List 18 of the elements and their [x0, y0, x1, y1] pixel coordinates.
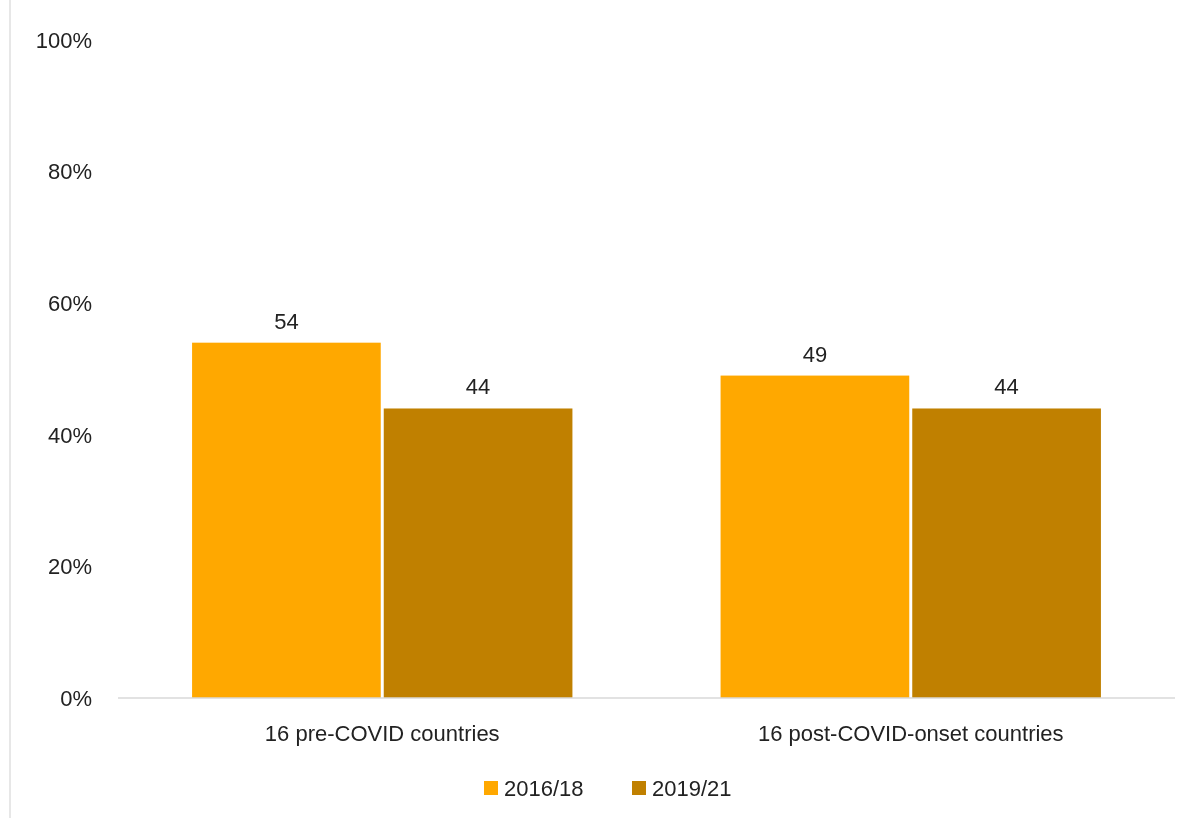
data-label: 54	[274, 308, 299, 334]
legend-label: 2016/18	[504, 775, 584, 801]
x-tick-label: 16 pre-COVID countries	[264, 721, 500, 746]
data-label: 44	[994, 374, 1019, 400]
y-tick-label: 80%	[47, 159, 92, 185]
data-label: 44	[465, 374, 491, 400]
data-label: 49	[802, 341, 828, 367]
y-tick-label: 20%	[47, 554, 92, 580]
bar	[720, 375, 910, 698]
y-tick-label: 0%	[60, 685, 92, 711]
y-tick-label: 60%	[47, 290, 92, 316]
bar	[192, 342, 381, 698]
bar	[912, 408, 1101, 698]
y-tick-label: 40%	[47, 422, 92, 448]
y-tick-label: 100%	[35, 27, 92, 53]
bar	[383, 408, 573, 698]
legend-label: 2019/21	[652, 775, 732, 801]
x-tick-label: 16 post-COVID-onset countries	[757, 721, 1064, 746]
